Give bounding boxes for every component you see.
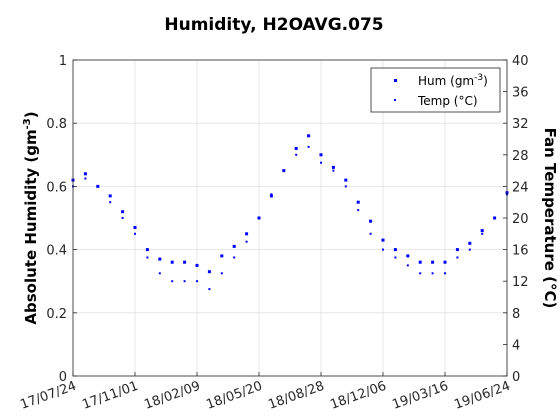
- data-point-temp: [419, 272, 422, 275]
- data-point-hum: [183, 260, 187, 264]
- data-point-hum: [406, 254, 410, 258]
- data-point-temp: [332, 169, 335, 172]
- data-point-hum: [121, 210, 125, 214]
- data-point-temp: [171, 280, 174, 283]
- left-y-tick-label: 0.8: [46, 117, 67, 132]
- data-point-temp: [258, 217, 260, 219]
- data-point-temp: [431, 272, 434, 275]
- data-point-temp: [344, 185, 347, 188]
- plot-area: [73, 60, 507, 376]
- left-y-axis-ticks: 0 0.2 0.4 0.6 0.8 1: [46, 54, 77, 385]
- left-y-tick-label: 0.4: [46, 244, 67, 259]
- right-y-tick-label: 20: [512, 212, 529, 227]
- data-point-hum: [431, 260, 435, 264]
- data-point-temp: [468, 248, 471, 251]
- data-point-hum: [269, 194, 273, 198]
- right-y-tick-label: 40: [512, 54, 529, 69]
- data-point-hum: [158, 257, 162, 261]
- data-point-hum: [443, 260, 447, 264]
- data-point-hum: [207, 270, 211, 274]
- left-y-tick-label: 0.2: [46, 307, 67, 322]
- data-point-hum: [195, 263, 199, 267]
- data-point-hum: [307, 134, 311, 138]
- right-y-tick-label: 12: [512, 275, 529, 290]
- legend-label-hum: Hum (gm-3): [418, 73, 488, 88]
- right-y-tick-label: 28: [512, 149, 529, 164]
- legend-marker-temp: [394, 99, 396, 101]
- data-point-temp: [220, 272, 223, 275]
- data-point-temp: [382, 248, 384, 251]
- right-y-axis-label: Fan Temperature (°C): [541, 128, 559, 309]
- data-points: [71, 134, 509, 291]
- data-point-hum: [468, 241, 472, 245]
- data-point-hum: [369, 219, 373, 223]
- data-point-temp: [320, 161, 322, 164]
- legend-label-temp: Temp (°C): [417, 94, 478, 108]
- data-point-hum: [108, 194, 112, 198]
- data-point-temp: [444, 272, 446, 275]
- data-point-temp: [196, 280, 198, 283]
- data-point-hum: [319, 153, 323, 157]
- data-point-temp: [183, 280, 186, 283]
- data-point-temp: [357, 209, 360, 212]
- data-point-temp: [270, 193, 273, 196]
- data-point-temp: [307, 145, 310, 148]
- left-y-tick-label: 1: [59, 54, 67, 69]
- data-point-hum: [133, 226, 137, 229]
- data-point-temp: [121, 217, 124, 219]
- right-y-tick-label: 36: [512, 86, 529, 101]
- right-y-tick-label: 32: [512, 117, 529, 132]
- legend: Hum (gm-3) Temp (°C): [370, 67, 501, 113]
- data-point-hum: [480, 229, 484, 233]
- data-point-hum: [232, 244, 236, 248]
- data-point-hum: [356, 200, 360, 204]
- data-point-hum: [145, 248, 149, 252]
- data-point-temp: [208, 288, 211, 291]
- data-point-hum: [344, 178, 348, 182]
- data-point-temp: [394, 256, 397, 259]
- data-point-temp: [96, 185, 99, 188]
- data-point-temp: [481, 232, 484, 235]
- data-point-temp: [245, 240, 248, 243]
- right-y-tick-label: 0: [512, 370, 520, 385]
- legend-marker-hum: [394, 79, 397, 82]
- data-point-temp: [493, 217, 496, 219]
- data-point-temp: [109, 201, 112, 204]
- data-point-temp: [295, 153, 298, 156]
- data-point-temp: [146, 256, 149, 259]
- data-point-hum: [418, 260, 422, 264]
- data-point-temp: [406, 264, 409, 267]
- data-point-hum: [455, 248, 459, 252]
- data-point-hum: [83, 172, 87, 176]
- data-point-temp: [233, 256, 236, 259]
- right-y-tick-label: 8: [512, 307, 520, 322]
- right-y-axis-ticks: 0 4 8 12 16 20 24 28 32 36 40: [503, 54, 529, 385]
- data-point-temp: [158, 272, 161, 275]
- left-y-tick-label: 0: [59, 370, 67, 385]
- left-y-tick-label: 0.6: [46, 180, 67, 195]
- left-y-axis-label: Absolute Humidity (gm-3): [22, 111, 40, 324]
- data-point-temp: [369, 232, 372, 235]
- data-point-hum: [294, 147, 298, 150]
- right-y-tick-label: 16: [512, 244, 529, 259]
- data-point-hum: [170, 260, 174, 264]
- legend-box: [370, 67, 501, 113]
- data-point-hum: [245, 232, 249, 236]
- data-point-hum: [393, 248, 397, 252]
- data-point-temp: [134, 232, 136, 235]
- data-point-hum: [331, 165, 335, 169]
- chart-title: Humidity, H2OAVG.075: [164, 15, 383, 35]
- data-point-temp: [84, 177, 87, 180]
- data-point-temp: [456, 256, 459, 259]
- data-point-hum: [381, 238, 385, 242]
- right-y-tick-label: 24: [512, 180, 529, 195]
- data-point-hum: [220, 254, 224, 258]
- data-point-temp: [282, 169, 285, 172]
- right-y-tick-label: 4: [512, 338, 520, 353]
